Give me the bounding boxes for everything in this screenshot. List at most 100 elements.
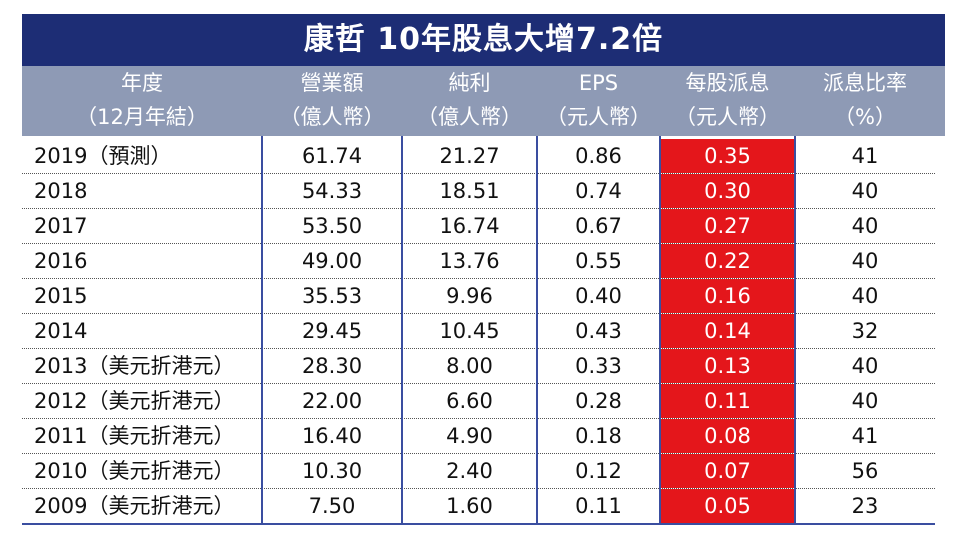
table-cell: 10.30 [301,459,363,483]
header-text: （元人幣） [675,105,780,129]
column-line [401,136,403,524]
title: 康哲 10年股息大增7.2倍 [22,14,945,66]
header-cell: 年度 （12月年結） [22,66,262,136]
header-text: 純利 [448,71,491,95]
table-cell: 0.13 [660,349,795,383]
table-cell: 4.90 [446,424,493,448]
table-cell: 18.51 [439,179,500,203]
table-cell: 0.12 [575,459,622,483]
table-cell: 2009（美元折港元） [34,494,235,518]
header-fill [935,66,945,136]
table-cell: 0.18 [575,424,622,448]
table-cell: 2017 [34,214,88,238]
table-cell: 16.74 [439,214,500,238]
row-separator [22,488,935,489]
table-cell: 0.43 [575,319,622,343]
table-cell: 40 [851,354,879,378]
table-cell: 0.33 [575,354,622,378]
table-cell: 40 [851,179,879,203]
header-cell: EPS （元人幣） [537,66,660,136]
table-cell: 2012（美元折港元） [34,389,235,413]
table-cell: 32 [851,319,879,343]
table-cell: 0.16 [660,279,795,313]
header-text: 派息比率 [823,71,907,95]
table-cell: 21.27 [439,144,500,168]
column-line [794,136,796,524]
table-cell: 41 [851,144,879,168]
table-cell: 0.14 [660,314,795,348]
table-cell: 0.05 [660,489,795,523]
table-cell: 23 [851,494,879,518]
row-separator [22,453,935,454]
table-cell: 2014 [34,319,88,343]
column-line [536,136,538,524]
table-cell: 0.67 [575,214,622,238]
table-cell: 13.76 [439,249,500,273]
header-text: 每股派息 [685,71,770,95]
table-cell: 7.50 [308,494,356,518]
table-cell: 2010（美元折港元） [34,459,235,483]
row-separator [22,313,935,314]
row-separator [22,348,935,349]
bottom-line [22,523,935,525]
row-separator [22,173,935,174]
table-cell: 0.86 [575,144,622,168]
table-cell: 40 [851,214,879,238]
header-cell: 純利 （億人幣） [402,66,537,136]
table-cell: 2015 [34,284,88,308]
table-cell: 0.30 [660,174,795,208]
table-cell: 29.45 [301,319,363,343]
table-cell: 0.11 [660,384,795,418]
table-cell: 0.74 [575,179,622,203]
column-line [261,136,263,524]
table-cell: 0.28 [575,389,622,413]
table-cell: 0.08 [660,419,795,453]
table-cell: 6.60 [446,389,493,413]
table-cell: 2013（美元折港元） [34,354,235,378]
header-text: 營業額 [300,71,364,95]
table-cell: 41 [851,424,879,448]
header-text: （億人幣） [279,105,385,129]
table-cell: 61.74 [301,144,363,168]
row-separator [22,278,935,279]
table-cell: 2019（預測） [34,144,172,168]
table-cell: 53.50 [301,214,363,238]
table-cell: 0.35 [660,139,795,173]
header-cell: 每股派息 （元人幣） [660,66,795,136]
table-cell: 2018 [34,179,88,203]
table-cell: 10.45 [439,319,500,343]
table-cell: 8.00 [446,354,493,378]
table-cell: 22.00 [301,389,363,413]
column-line [659,136,661,524]
header-text: （億人幣） [417,105,522,129]
table-cell: 0.40 [575,284,622,308]
header-text: EPS [578,71,619,95]
table-cell: 35.53 [301,284,363,308]
table-cell: 40 [851,389,879,413]
row-separator [22,383,935,384]
table-cell: 40 [851,249,879,273]
table-cell: 56 [851,459,879,483]
table-cell: 40 [851,284,879,308]
table-cell: 28.30 [301,354,363,378]
row-separator [22,418,935,419]
table-cell: 9.96 [446,284,493,308]
table-cell: 0.22 [660,244,795,278]
table-cell: 1.60 [446,494,493,518]
table-cell: 0.07 [660,454,795,488]
table-cell: 2.40 [446,459,493,483]
table-cell: 54.33 [301,179,363,203]
table-cell: 16.40 [301,424,363,448]
header-text: （%） [834,105,896,129]
table-cell: 0.27 [660,209,795,243]
row-separator [22,243,935,244]
table-cell: 0.11 [575,494,622,518]
table-cell: 0.55 [575,249,622,273]
header-text: （12月年結） [76,105,208,129]
header-text: （元人幣） [546,105,651,129]
header-cell: 營業額 （億人幣） [262,66,402,136]
header-cell: 派息比率 （%） [795,66,935,136]
header-text: 年度 [121,71,163,95]
